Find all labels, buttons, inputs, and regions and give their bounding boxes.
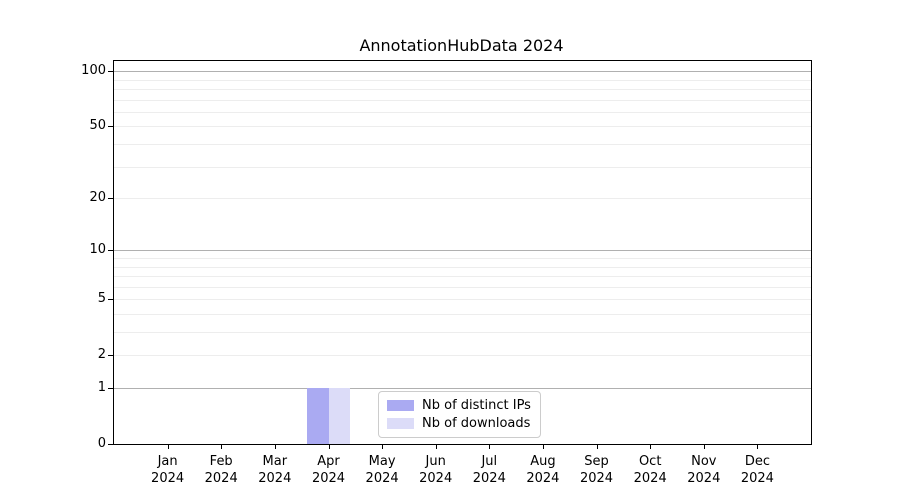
y-tick-label: 50 — [89, 118, 106, 134]
x-tick-mark — [167, 444, 169, 449]
x-tick-mark — [542, 444, 544, 449]
x-tick-mark — [274, 444, 276, 449]
y-tick-mark — [108, 198, 114, 199]
x-tick-mark — [757, 444, 759, 449]
legend-swatch-downloads — [387, 418, 414, 429]
major-gridline — [114, 71, 811, 73]
x-tick-mark — [703, 444, 705, 449]
x-tick-mark — [435, 444, 437, 449]
y-tick-label: 20 — [89, 190, 106, 205]
chart-title: AnnotationHubData 2024 — [359, 36, 564, 55]
x-tick-label: Sep 2024 — [579, 454, 614, 486]
y-tick-mark — [108, 355, 114, 357]
x-tick-label: Jan 2024 — [151, 454, 185, 486]
y-tick-label: 5 — [97, 291, 106, 307]
minor-gridline — [114, 79, 811, 81]
plot-area: 0 1 2 5 10 20 50 100 Jan 2024 Feb 2024 Mar 2024 Apr 20… — [81, 60, 812, 486]
y-tick-label: 2 — [97, 347, 106, 363]
y-tick-label: 1 — [97, 380, 106, 395]
minor-gridline — [114, 126, 811, 128]
minor-gridline — [114, 286, 811, 288]
y-tick-mark — [108, 444, 114, 445]
minor-gridline — [114, 258, 811, 259]
y-tick-mark — [108, 250, 114, 252]
x-tick-label: Dec 2024 — [740, 454, 774, 486]
x-tick-mark — [596, 444, 598, 449]
y-tick-mark — [108, 299, 114, 301]
x-tick-label: May 2024 — [365, 454, 399, 486]
y-tick-label: 100 — [81, 63, 106, 79]
x-tick-label: Jun 2024 — [419, 454, 453, 486]
y-tick-mark — [108, 126, 114, 128]
minor-gridline — [114, 332, 811, 333]
x-tick-label: Jul 2024 — [472, 454, 506, 486]
legend-item-downloads: Nb of downloads — [387, 416, 531, 431]
y-tick-label: 10 — [89, 242, 106, 258]
x-tick-label: Aug 2024 — [526, 454, 560, 486]
minor-gridline — [114, 266, 811, 268]
minor-gridline — [114, 111, 811, 113]
minor-gridline — [114, 198, 811, 199]
legend: Nb of distinct IPs Nb of downloads — [378, 391, 541, 438]
major-gridline — [114, 250, 811, 252]
bar-downloads — [328, 388, 350, 444]
minor-gridline — [114, 299, 811, 301]
y-tick-mark — [108, 388, 114, 389]
x-tick-mark — [328, 444, 330, 449]
x-tick-mark — [650, 444, 652, 449]
x-tick-label: Nov 2024 — [687, 454, 721, 486]
minor-gridline — [114, 143, 811, 145]
legend-label-downloads: Nb of downloads — [422, 416, 531, 431]
x-tick-label: Oct 2024 — [633, 454, 667, 486]
x-tick-mark — [221, 444, 223, 449]
minor-gridline — [114, 166, 811, 168]
minor-gridline — [114, 355, 811, 357]
major-gridline — [114, 388, 811, 389]
legend-item-distinct-ips: Nb of distinct IPs — [387, 398, 531, 413]
x-tick-mark — [382, 444, 384, 449]
y-tick-label: 0 — [97, 436, 106, 451]
legend-label-distinct-ips: Nb of distinct IPs — [422, 398, 531, 413]
x-tick-label: Feb 2024 — [204, 454, 238, 486]
minor-gridline — [114, 88, 811, 90]
legend-swatch-distinct-ips — [387, 400, 414, 411]
x-tick-label: Apr 2024 — [311, 454, 346, 486]
minor-gridline — [114, 99, 811, 101]
bar-distinct-ips — [307, 388, 329, 444]
y-tick-mark — [108, 71, 114, 73]
minor-gridline — [114, 314, 811, 315]
x-tick-mark — [489, 444, 491, 449]
x-tick-label: Mar 2024 — [258, 454, 292, 486]
minor-gridline — [114, 276, 811, 277]
